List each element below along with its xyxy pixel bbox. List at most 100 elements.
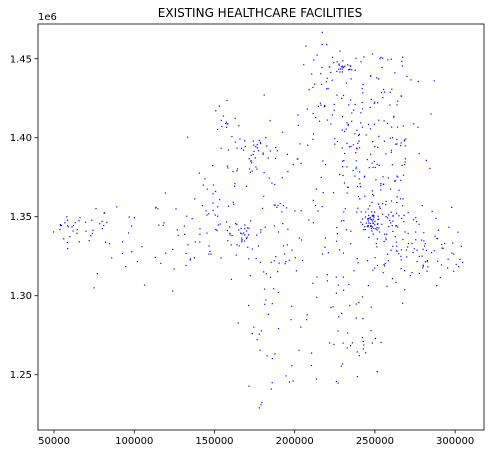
data-point bbox=[392, 245, 394, 247]
data-point bbox=[338, 68, 340, 70]
data-point bbox=[128, 216, 130, 218]
data-point bbox=[276, 206, 278, 208]
data-point bbox=[243, 240, 246, 242]
data-point bbox=[416, 260, 418, 263]
data-point bbox=[407, 242, 410, 245]
data-point bbox=[212, 202, 214, 204]
data-point bbox=[358, 134, 360, 137]
data-point bbox=[313, 59, 315, 61]
data-point bbox=[356, 148, 358, 150]
data-point bbox=[326, 77, 328, 79]
data-point bbox=[251, 248, 253, 250]
data-point bbox=[403, 140, 405, 142]
data-point bbox=[297, 114, 299, 116]
data-point bbox=[299, 143, 301, 145]
data-point bbox=[93, 287, 95, 289]
data-point bbox=[370, 329, 372, 332]
data-point bbox=[343, 182, 346, 184]
data-point bbox=[377, 146, 379, 148]
data-point bbox=[453, 253, 455, 255]
data-point bbox=[369, 225, 372, 227]
data-point bbox=[392, 215, 394, 217]
data-point bbox=[234, 223, 237, 225]
data-point bbox=[374, 267, 376, 269]
data-point bbox=[397, 176, 399, 178]
data-point bbox=[339, 173, 341, 176]
data-point bbox=[379, 207, 381, 210]
data-point bbox=[400, 268, 402, 270]
data-point bbox=[363, 344, 365, 346]
data-point bbox=[395, 225, 397, 227]
data-point bbox=[366, 225, 369, 227]
data-point bbox=[371, 215, 374, 217]
data-point bbox=[390, 58, 392, 60]
data-point bbox=[350, 345, 352, 347]
data-point bbox=[244, 140, 246, 142]
data-point bbox=[417, 80, 419, 83]
data-point bbox=[316, 54, 318, 56]
data-point bbox=[251, 170, 253, 172]
data-point bbox=[429, 167, 431, 170]
data-point bbox=[434, 235, 436, 237]
data-point bbox=[398, 253, 400, 255]
data-point bbox=[403, 270, 406, 272]
data-point bbox=[418, 255, 420, 257]
data-point bbox=[85, 230, 87, 232]
data-point bbox=[403, 214, 405, 216]
x-tick-label: 250000 bbox=[356, 436, 394, 447]
data-point bbox=[328, 342, 331, 344]
data-point bbox=[305, 45, 307, 47]
data-point bbox=[385, 239, 387, 241]
data-point bbox=[230, 244, 232, 246]
data-point bbox=[346, 142, 348, 144]
data-point bbox=[430, 113, 432, 115]
data-point bbox=[390, 149, 393, 151]
data-point bbox=[413, 219, 415, 221]
data-point bbox=[342, 160, 344, 162]
data-point bbox=[359, 171, 361, 173]
data-point bbox=[297, 124, 300, 126]
data-point bbox=[320, 176, 322, 179]
data-point bbox=[326, 43, 328, 46]
data-point bbox=[236, 170, 238, 172]
data-point bbox=[451, 206, 453, 208]
data-point bbox=[424, 243, 426, 245]
data-point bbox=[208, 213, 210, 215]
data-point bbox=[373, 160, 375, 163]
data-point bbox=[185, 252, 187, 254]
data-point bbox=[331, 56, 334, 59]
data-point bbox=[339, 50, 341, 52]
data-point bbox=[374, 101, 376, 103]
data-point bbox=[426, 260, 429, 262]
data-point bbox=[382, 272, 384, 274]
data-point bbox=[424, 261, 427, 263]
data-point bbox=[253, 150, 255, 152]
data-point bbox=[355, 166, 357, 168]
data-point bbox=[212, 164, 214, 167]
data-point bbox=[421, 204, 423, 207]
data-point bbox=[402, 302, 404, 304]
data-point bbox=[394, 72, 396, 74]
data-point bbox=[384, 262, 386, 265]
data-point bbox=[312, 86, 314, 89]
data-point bbox=[259, 141, 261, 143]
data-point bbox=[371, 53, 374, 55]
data-point bbox=[342, 67, 344, 69]
data-point bbox=[423, 232, 425, 234]
data-point bbox=[367, 218, 369, 220]
data-point bbox=[52, 231, 55, 233]
data-point bbox=[163, 222, 165, 224]
data-point bbox=[392, 230, 394, 232]
data-point bbox=[387, 217, 389, 219]
data-point bbox=[303, 64, 305, 66]
data-point bbox=[244, 228, 246, 230]
data-point bbox=[214, 190, 217, 193]
data-point bbox=[199, 233, 201, 235]
data-point bbox=[204, 178, 206, 180]
chart-title: EXISTING HEALTHCARE FACILITIES bbox=[158, 6, 362, 20]
data-point bbox=[372, 166, 374, 168]
data-point bbox=[67, 247, 69, 250]
data-point bbox=[376, 264, 379, 266]
data-point bbox=[237, 322, 239, 324]
data-point bbox=[372, 222, 374, 224]
